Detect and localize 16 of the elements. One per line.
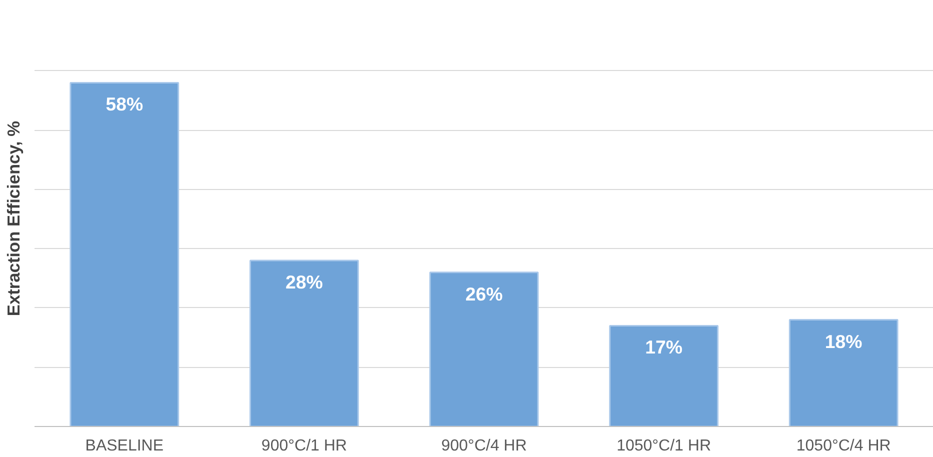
x-tick-label: 1050°C/1 HR — [616, 438, 712, 454]
data-label: 28% — [286, 272, 324, 293]
bar — [609, 324, 718, 426]
bar — [788, 319, 898, 426]
bar — [429, 272, 539, 426]
x-tick-label: 900°C/1 HR — [261, 438, 347, 454]
bar — [250, 260, 359, 426]
y-axis-title: Extraction Efficiency, % — [4, 120, 24, 316]
data-label: 26% — [465, 283, 504, 304]
data-label: 18% — [824, 330, 863, 352]
x-tick-label: BASELINE — [85, 438, 164, 454]
x-tick-label: 1050°C/4 HR — [796, 438, 891, 454]
bar — [70, 82, 180, 426]
x-tick-label: 900°C/4 HR — [441, 438, 527, 454]
data-label: 58% — [106, 94, 144, 115]
data-label: 17% — [645, 336, 683, 358]
